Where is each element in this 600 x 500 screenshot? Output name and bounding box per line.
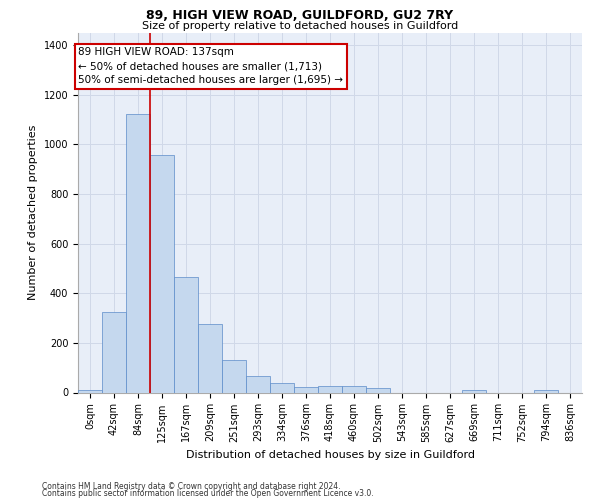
- Bar: [222, 360, 246, 392]
- Bar: [246, 376, 270, 392]
- Bar: [534, 390, 558, 392]
- Bar: [270, 382, 294, 392]
- Bar: [150, 156, 174, 392]
- Bar: [318, 386, 342, 392]
- Text: Contains HM Land Registry data © Crown copyright and database right 2024.: Contains HM Land Registry data © Crown c…: [42, 482, 341, 491]
- Bar: [366, 388, 390, 392]
- Text: Size of property relative to detached houses in Guildford: Size of property relative to detached ho…: [142, 21, 458, 31]
- Bar: [342, 386, 366, 392]
- X-axis label: Distribution of detached houses by size in Guildford: Distribution of detached houses by size …: [185, 450, 475, 460]
- Text: Contains public sector information licensed under the Open Government Licence v3: Contains public sector information licen…: [42, 488, 374, 498]
- Bar: [462, 390, 486, 392]
- Text: 89 HIGH VIEW ROAD: 137sqm
← 50% of detached houses are smaller (1,713)
50% of se: 89 HIGH VIEW ROAD: 137sqm ← 50% of detac…: [79, 48, 343, 86]
- Bar: [126, 114, 150, 392]
- Bar: [78, 390, 102, 392]
- Bar: [198, 324, 222, 392]
- Text: 89, HIGH VIEW ROAD, GUILDFORD, GU2 7RY: 89, HIGH VIEW ROAD, GUILDFORD, GU2 7RY: [146, 9, 454, 22]
- Bar: [174, 277, 198, 392]
- Y-axis label: Number of detached properties: Number of detached properties: [28, 125, 38, 300]
- Bar: [294, 387, 318, 392]
- Bar: [102, 312, 126, 392]
